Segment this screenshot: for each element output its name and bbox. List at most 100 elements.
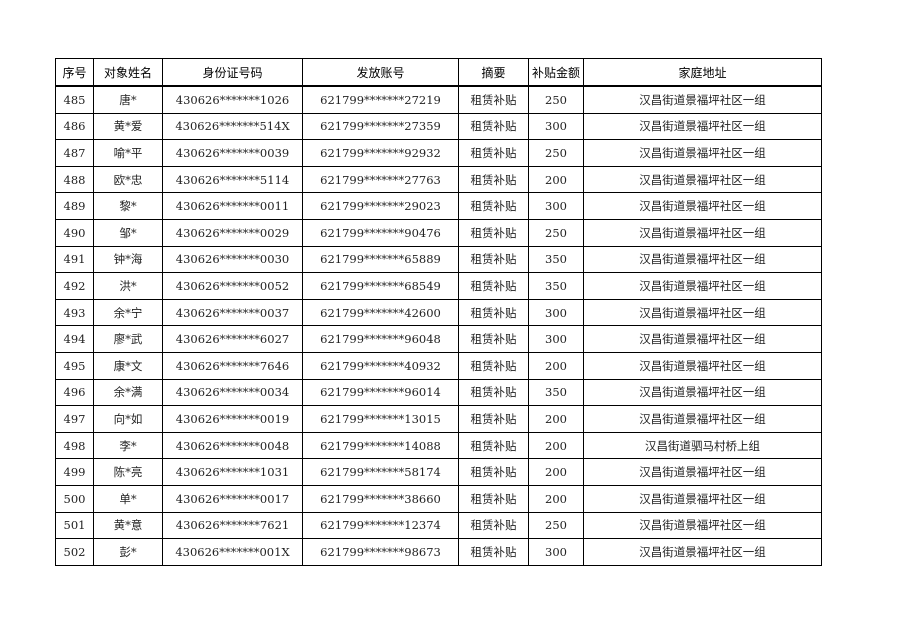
cell-name: 黎* <box>93 192 163 220</box>
cell-account: 621799*******92932 <box>302 139 459 167</box>
cell-name: 李* <box>93 431 163 460</box>
cell-index: 485 <box>55 85 94 114</box>
cell-amount: 200 <box>528 405 584 433</box>
cell-id-number: 430626*******5114 <box>162 165 303 194</box>
header-summary: 摘要 <box>458 58 529 87</box>
cell-address: 汉昌街道景福坪社区一组 <box>583 378 822 407</box>
header-index: 序号 <box>55 58 94 87</box>
cell-address: 汉昌街道景福坪社区一组 <box>583 218 822 247</box>
table-row: 501 黄*意 430626*******7621 621799*******1237… <box>55 511 822 540</box>
table-row: 495 康*文 430626*******7646 621799*******4093… <box>55 351 822 380</box>
cell-summary: 租赁补贴 <box>458 112 529 141</box>
cell-amount: 300 <box>528 325 584 353</box>
cell-account: 621799*******65889 <box>302 245 459 274</box>
cell-account: 621799*******14088 <box>302 431 459 460</box>
cell-amount: 200 <box>528 458 584 486</box>
cell-index: 487 <box>55 139 94 167</box>
cell-account: 621799*******40932 <box>302 351 459 380</box>
cell-index: 486 <box>55 112 94 141</box>
cell-summary: 租赁补贴 <box>458 325 529 353</box>
cell-summary: 租赁补贴 <box>458 351 529 380</box>
table-row: 492 洪* 430626*******0052 621799*******68549… <box>55 272 822 300</box>
cell-id-number: 430626*******7621 <box>162 511 303 540</box>
cell-index: 497 <box>55 405 94 433</box>
cell-index: 494 <box>55 325 94 353</box>
cell-name: 黄*爱 <box>93 112 163 141</box>
cell-summary: 租赁补贴 <box>458 139 529 167</box>
cell-id-number: 430626*******0017 <box>162 484 303 513</box>
cell-address: 汉昌街道景福坪社区一组 <box>583 165 822 194</box>
cell-id-number: 430626*******0030 <box>162 245 303 274</box>
cell-name: 邹* <box>93 218 163 247</box>
cell-id-number: 430626*******0048 <box>162 431 303 460</box>
cell-id-number: 430626*******0029 <box>162 218 303 247</box>
cell-name: 欧*忠 <box>93 165 163 194</box>
cell-summary: 租赁补贴 <box>458 298 529 327</box>
table-row: 487 喻*平 430626*******0039 621799*******9293… <box>55 139 822 167</box>
cell-address: 汉昌街道景福坪社区一组 <box>583 511 822 540</box>
cell-address: 汉昌街道景福坪社区一组 <box>583 538 822 566</box>
cell-account: 621799*******38660 <box>302 484 459 513</box>
cell-amount: 200 <box>528 484 584 513</box>
cell-summary: 租赁补贴 <box>458 458 529 486</box>
cell-name: 唐* <box>93 85 163 114</box>
cell-id-number: 430626*******0039 <box>162 139 303 167</box>
cell-amount: 300 <box>528 192 584 220</box>
cell-summary: 租赁补贴 <box>458 511 529 540</box>
cell-id-number: 430626*******6027 <box>162 325 303 353</box>
cell-id-number: 430626*******0019 <box>162 405 303 433</box>
cell-index: 491 <box>55 245 94 274</box>
header-id-number: 身份证号码 <box>162 58 303 87</box>
cell-summary: 租赁补贴 <box>458 405 529 433</box>
subsidy-table: 序号 对象姓名 身份证号码 发放账号 摘要 补贴金额 家庭地址 485 唐* 430… <box>55 58 822 566</box>
table-row: 502 彭* 430626*******001X 621799*******98673… <box>55 538 822 566</box>
cell-index: 500 <box>55 484 94 513</box>
table-row: 489 黎* 430626*******0011 621799*******29023… <box>55 192 822 220</box>
cell-id-number: 430626*******7646 <box>162 351 303 380</box>
cell-name: 康*文 <box>93 351 163 380</box>
cell-amount: 250 <box>528 511 584 540</box>
cell-index: 498 <box>55 431 94 460</box>
cell-summary: 租赁补贴 <box>458 85 529 114</box>
cell-amount: 350 <box>528 245 584 274</box>
cell-id-number: 430626*******0037 <box>162 298 303 327</box>
cell-amount: 250 <box>528 139 584 167</box>
table-row: 496 余*满 430626*******0034 621799*******9601… <box>55 378 822 407</box>
cell-account: 621799*******58174 <box>302 458 459 486</box>
cell-name: 黄*意 <box>93 511 163 540</box>
table-row: 491 钟*海 430626*******0030 621799*******6588… <box>55 245 822 274</box>
cell-name: 洪* <box>93 272 163 300</box>
cell-index: 493 <box>55 298 94 327</box>
table-row: 488 欧*忠 430626*******5114 621799*******2776… <box>55 165 822 194</box>
cell-account: 621799*******98673 <box>302 538 459 566</box>
cell-id-number: 430626*******1026 <box>162 85 303 114</box>
cell-name: 喻*平 <box>93 139 163 167</box>
cell-amount: 200 <box>528 431 584 460</box>
table-row: 500 单* 430626*******0017 621799*******38660… <box>55 484 822 513</box>
table-body: 485 唐* 430626*******1026 621799*******27219… <box>55 85 822 566</box>
cell-account: 621799*******68549 <box>302 272 459 300</box>
cell-id-number: 430626*******0052 <box>162 272 303 300</box>
table-row: 497 向*如 430626*******0019 621799*******1301… <box>55 405 822 433</box>
cell-amount: 300 <box>528 112 584 141</box>
cell-amount: 250 <box>528 218 584 247</box>
cell-name: 余*宁 <box>93 298 163 327</box>
table-row: 485 唐* 430626*******1026 621799*******27219… <box>55 85 822 114</box>
cell-summary: 租赁补贴 <box>458 272 529 300</box>
cell-amount: 350 <box>528 378 584 407</box>
cell-index: 496 <box>55 378 94 407</box>
table-row: 498 李* 430626*******0048 621799*******14088… <box>55 431 822 460</box>
cell-account: 621799*******29023 <box>302 192 459 220</box>
cell-amount: 300 <box>528 538 584 566</box>
cell-address: 汉昌街道景福坪社区一组 <box>583 484 822 513</box>
cell-address: 汉昌街道景福坪社区一组 <box>583 245 822 274</box>
cell-summary: 租赁补贴 <box>458 378 529 407</box>
cell-name: 廖*武 <box>93 325 163 353</box>
cell-index: 492 <box>55 272 94 300</box>
cell-index: 495 <box>55 351 94 380</box>
header-account: 发放账号 <box>302 58 459 87</box>
cell-summary: 租赁补贴 <box>458 484 529 513</box>
cell-id-number: 430626*******0034 <box>162 378 303 407</box>
cell-address: 汉昌街道驷马村桥上组 <box>583 431 822 460</box>
cell-id-number: 430626*******1031 <box>162 458 303 486</box>
